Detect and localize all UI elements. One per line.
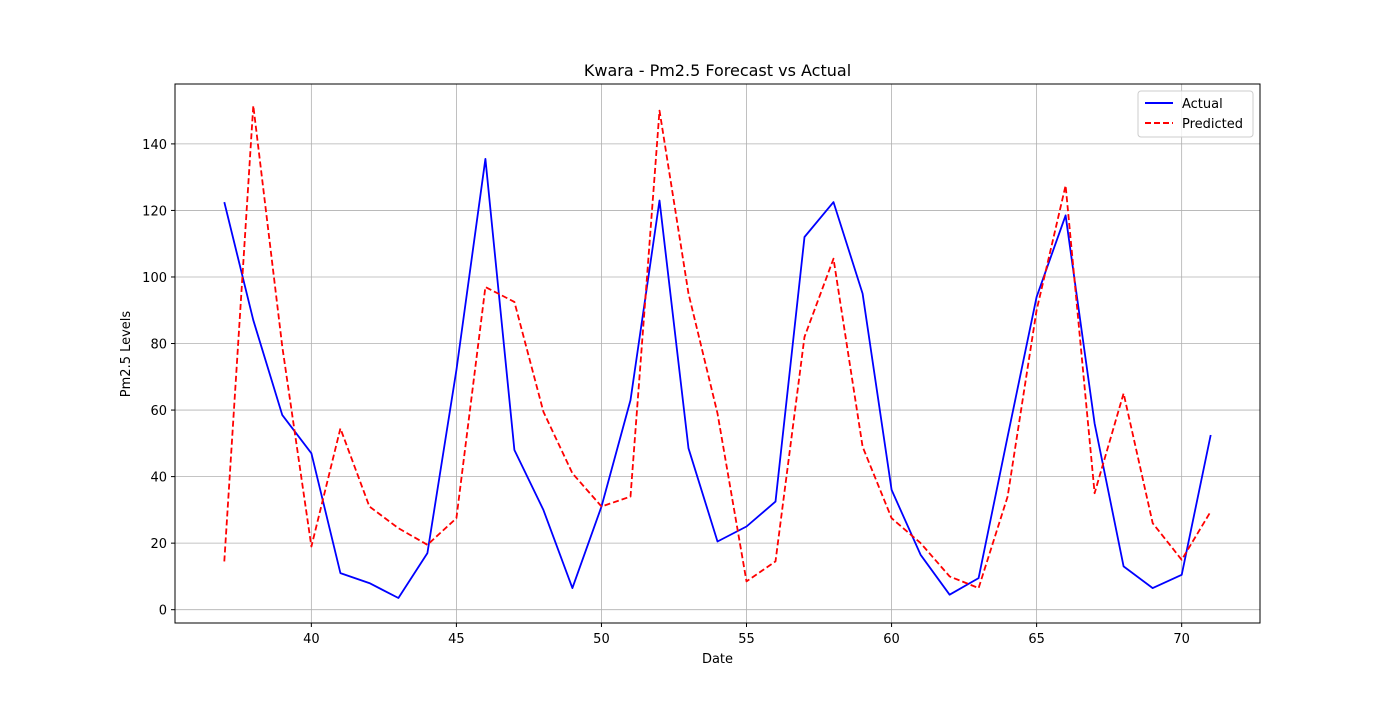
y-tick-label: 20 xyxy=(150,537,167,552)
y-tick-label: 140 xyxy=(142,138,167,153)
x-tick-label: 60 xyxy=(883,632,900,647)
y-tick-label: 60 xyxy=(150,404,167,419)
legend-label-predicted: Predicted xyxy=(1182,117,1243,132)
x-axis-label: Date xyxy=(702,652,733,667)
y-tick-label: 0 xyxy=(159,604,167,619)
y-tick-label: 40 xyxy=(150,471,167,486)
grid xyxy=(175,84,1260,623)
x-tick-label: 40 xyxy=(303,632,320,647)
ticks: 40 45 50 55 60 65 70 0 20 40 60 80 100 120 140 xyxy=(142,138,1190,647)
x-tick-label: 55 xyxy=(738,632,755,647)
y-tick-label: 120 xyxy=(142,204,167,219)
series-line-predicted xyxy=(223,104,1212,589)
x-tick-label: 70 xyxy=(1173,632,1190,647)
x-tick-label: 50 xyxy=(593,632,610,647)
y-tick-label: 100 xyxy=(142,271,167,286)
y-axis-label: Pm2.5 Levels xyxy=(119,311,134,398)
chart-title: Kwara - Pm2.5 Forecast vs Actual xyxy=(584,61,851,80)
plot-area-frame xyxy=(174,83,1261,624)
series-layer xyxy=(223,104,1212,599)
x-tick-label: 45 xyxy=(448,632,465,647)
x-tick-label: 65 xyxy=(1028,632,1045,647)
legend: Actual Predicted xyxy=(1137,90,1254,138)
legend-label-actual: Actual xyxy=(1182,97,1223,112)
y-tick-label: 80 xyxy=(150,338,167,353)
series-line-actual xyxy=(223,157,1212,599)
